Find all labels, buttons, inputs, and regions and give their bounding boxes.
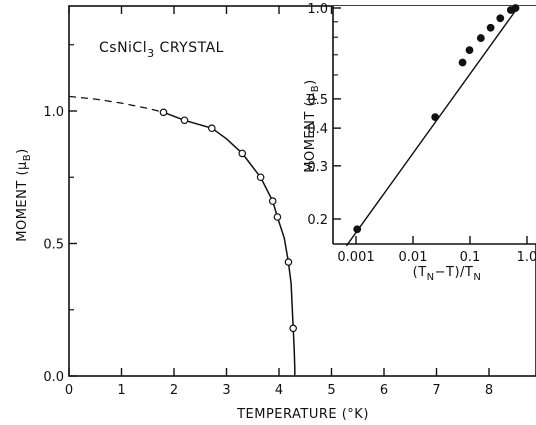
inset-y-tick-label: 0.4 <box>307 122 328 137</box>
main-data-point <box>273 213 282 221</box>
main-x-tick-label: 4 <box>275 383 283 398</box>
main-x-tick-label: 0 <box>65 383 73 398</box>
inset-x-tick-label: 0.1 <box>460 250 481 265</box>
main-y-tick-label: 0.5 <box>43 238 64 253</box>
main-y-tick-label: 1.0 <box>43 105 64 120</box>
main-x-tick-labels: 0 1 2 3 4 5 6 7 8 <box>65 383 493 398</box>
main-data-point <box>208 124 216 133</box>
inset-chart: 0.001 0.01 0.1 1.0 0.20.30.40.51.0 (TN−T)/T… <box>303 2 536 283</box>
main-data-points <box>159 108 297 333</box>
main-data-point <box>289 324 297 333</box>
inset-y-tick-label: 1.0 <box>307 2 328 17</box>
inset-data-point <box>458 58 467 67</box>
y-title-close: ) <box>15 148 30 154</box>
inset-y-title-subscript: B <box>310 85 321 92</box>
inset-data-points <box>353 4 520 234</box>
main-x-axis-title: TEMPERATURE (°K) <box>236 407 369 422</box>
inset-x-tick-label: 0.01 <box>399 250 428 265</box>
main-data-point <box>256 173 265 182</box>
inset-data-point <box>476 34 485 42</box>
main-x-tick-label: 2 <box>170 383 178 398</box>
main-fit-curve <box>163 111 296 376</box>
main-data-point <box>284 258 293 266</box>
inset-y-tick-label: 0.5 <box>307 93 328 108</box>
main-x-tick-label: 3 <box>222 383 230 398</box>
main-x-tick-label: 7 <box>432 383 440 398</box>
main-x-tick-label: 6 <box>380 383 388 398</box>
main-x-tick-label: 8 <box>485 383 493 398</box>
y-title-text: MOMENT (μ <box>15 161 30 242</box>
inset-x-title-sub1: N <box>427 272 435 283</box>
inset-x-axis-title: (TN−T)/TN <box>413 265 482 283</box>
inset-y-title-text: MOMENT (μ <box>303 92 318 173</box>
main-y-axis-title: MOMENT (μB) <box>15 148 33 241</box>
inset-data-point <box>511 4 520 12</box>
inset-tick-marks <box>333 7 528 244</box>
inset-fit-line <box>345 7 519 247</box>
annotation-prefix: CsNiCl <box>99 40 147 56</box>
y-title-subscript: B <box>22 154 33 161</box>
main-data-point <box>180 116 189 125</box>
inset-y-tick-label: 0.2 <box>307 213 328 228</box>
main-y-tick-label: 0.0 <box>43 370 64 385</box>
inset-data-point <box>431 113 440 122</box>
main-data-point <box>238 149 247 158</box>
inset-data-point <box>486 23 495 32</box>
main-y-tick-labels: 0.0 0.5 1.0 <box>43 105 64 385</box>
main-x-tick-label: 5 <box>327 383 335 398</box>
annotation-subscript: 3 <box>147 47 155 60</box>
main-plot-frame <box>68 5 536 377</box>
inset-x-tick-label: 1.0 <box>517 250 536 265</box>
main-data-point <box>268 197 277 205</box>
main-extrapolated-dashed-curve <box>68 95 164 113</box>
inset-x-tick-labels: 0.001 0.01 0.1 1.0 <box>337 250 536 265</box>
inset-x-title-mid: −T)/T <box>435 265 474 280</box>
inset-y-axis-title: MOMENT (μB) <box>303 79 321 172</box>
inset-x-tick-label: 0.001 <box>337 250 374 265</box>
inset-x-title-sub2: N <box>473 272 481 283</box>
inset-x-title-open: (T <box>413 265 427 280</box>
inset-y-tick-label: 0.3 <box>307 160 328 175</box>
inset-data-point <box>496 14 505 23</box>
main-data-point <box>159 108 168 117</box>
inset-y-tick-labels: 0.2 0.3 0.4 0.5 1.0 <box>307 2 328 228</box>
inset-y-title-close: ) <box>303 79 318 85</box>
main-annotation: CsNiCl3 CRYSTAL <box>99 40 224 60</box>
inset-background <box>333 6 536 244</box>
inset-data-point <box>353 225 362 234</box>
inset-data-point <box>465 46 474 55</box>
annotation-suffix: CRYSTAL <box>155 40 224 56</box>
main-tick-marks <box>68 6 490 377</box>
main-x-tick-label: 1 <box>117 383 125 398</box>
